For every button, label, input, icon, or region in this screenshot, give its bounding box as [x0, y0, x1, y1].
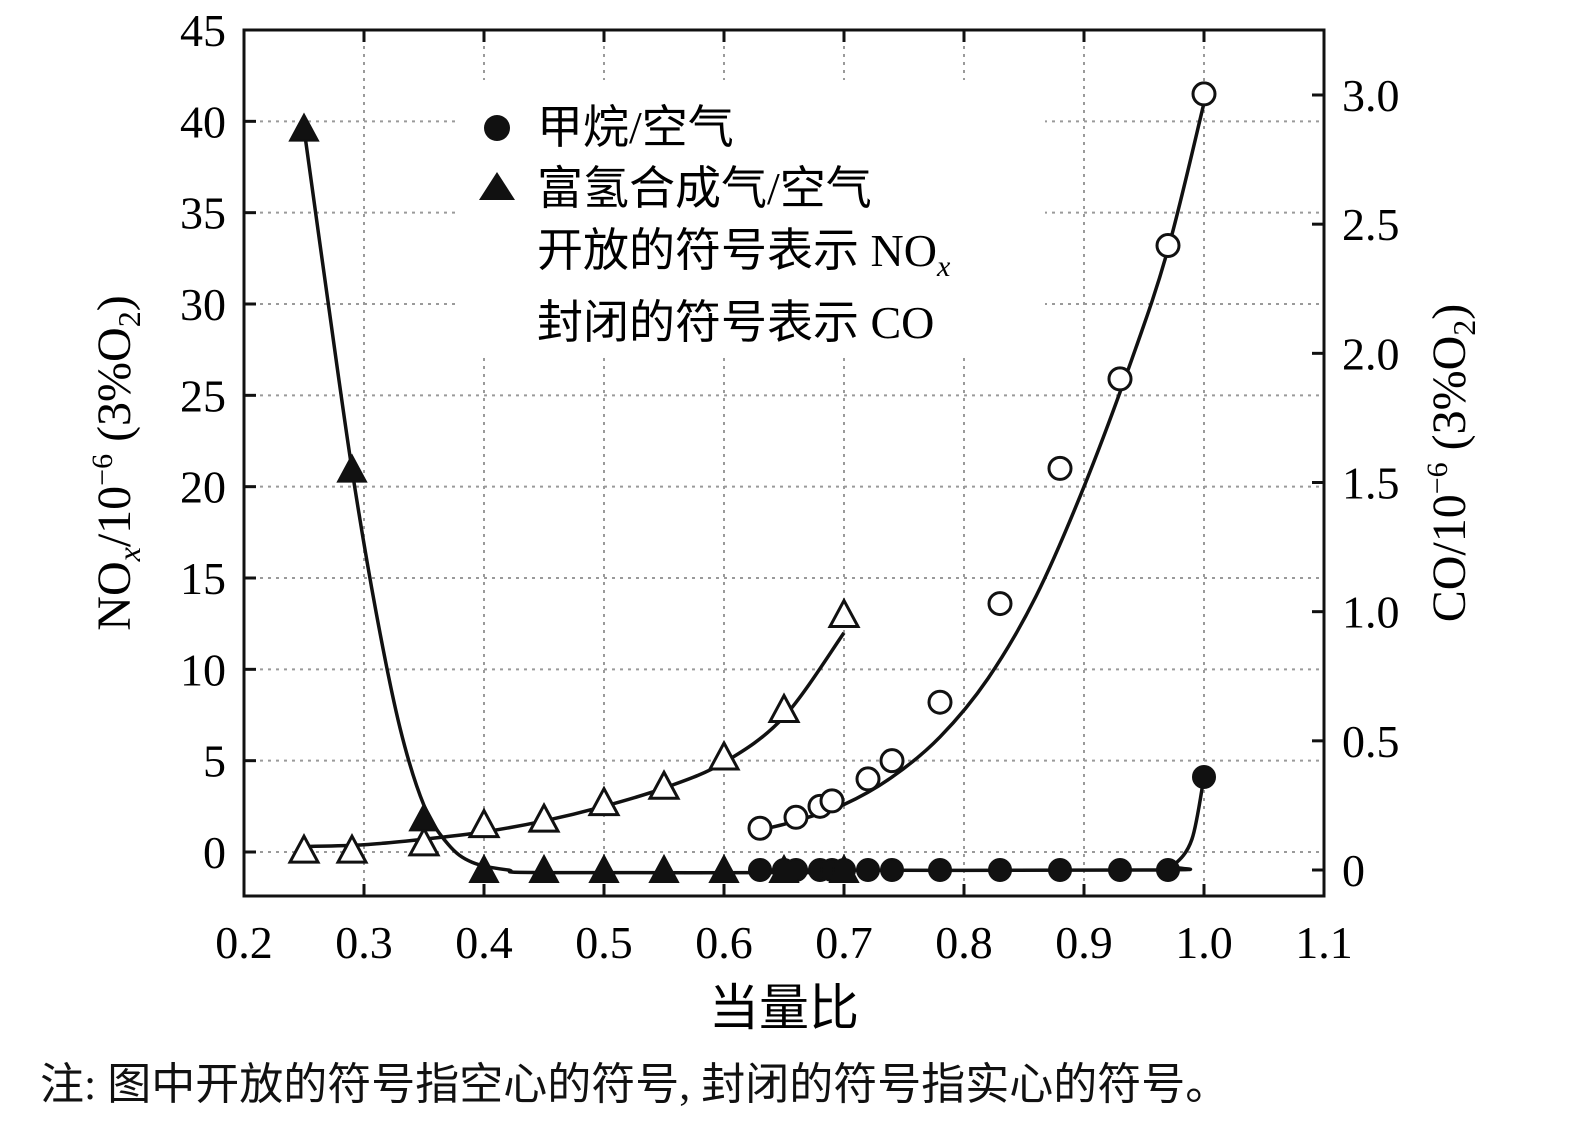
- x-tick-label: 0.9: [1055, 917, 1113, 968]
- point-nox-triangle: [827, 597, 861, 629]
- point-co-circle: [928, 858, 952, 882]
- legend-triangle-icon: [479, 172, 515, 200]
- point-co-circle: [988, 858, 1012, 882]
- figure-note: 注: 图中开放的符号指空心的符号, 封闭的符号指实心的符号。: [40, 1060, 1230, 1109]
- y-left-tick-label: 25: [180, 370, 226, 421]
- axis-ticks: [242, 28, 1326, 896]
- fit-curves: [302, 102, 1206, 875]
- y-right-tick-label: 2.0: [1342, 328, 1400, 379]
- y-left-tick-label: 30: [180, 279, 226, 330]
- point-co-circle: [1192, 765, 1216, 789]
- point-nox-circle: [819, 788, 845, 814]
- point-co-triangle: [708, 853, 740, 883]
- point-co-triangle: [468, 853, 500, 883]
- point-nox-triangle: [587, 785, 621, 817]
- point-co-circle: [1108, 858, 1132, 882]
- y-right-tick-label: 3.0: [1342, 70, 1400, 121]
- point-co-circle: [1156, 858, 1180, 882]
- plot-frame: [242, 28, 1326, 898]
- point-nox-circle: [1155, 233, 1181, 259]
- y-left-tick-label: 10: [180, 644, 226, 695]
- point-nox-triangle: [767, 692, 801, 724]
- y-left-tick-label: 20: [180, 462, 226, 513]
- point-co-triangle: [768, 853, 800, 883]
- legend-label-methane: 甲烷/空气: [537, 102, 734, 153]
- x-tick-label: 0.5: [575, 917, 633, 968]
- point-co-circle: [880, 858, 904, 882]
- point-nox-circle: [927, 689, 953, 715]
- point-co-triangle: [588, 853, 620, 883]
- legend-label-syngas: 富氢合成气/空气: [537, 163, 872, 214]
- x-tick-label: 0.3: [335, 917, 393, 968]
- point-co-circle: [1048, 858, 1072, 882]
- point-nox-circle: [1191, 81, 1217, 107]
- point-co-circle: [748, 858, 772, 882]
- x-tick-label: 0.6: [695, 917, 753, 968]
- y-axis-label-right: CO/10−6 (3%O2): [1421, 304, 1482, 623]
- point-nox-triangle: [647, 769, 681, 800]
- x-tick-label: 1.0: [1175, 917, 1233, 968]
- y-left-tick-label: 35: [180, 188, 226, 239]
- point-nox-circle: [1047, 455, 1073, 481]
- point-co-circle: [856, 858, 880, 882]
- y-right-tick-label: 1.0: [1342, 587, 1400, 638]
- point-nox-circle: [879, 748, 905, 774]
- point-nox-circle: [783, 804, 809, 830]
- y-left-tick-label: 5: [203, 736, 226, 787]
- legend-circle-icon: [484, 115, 510, 141]
- point-nox-circle: [1107, 366, 1133, 392]
- fit-curve-co-triangle: [302, 128, 845, 875]
- x-tick-label: 0.2: [215, 917, 273, 968]
- point-co-triangle: [336, 453, 368, 483]
- tick-labels: 0.2 0.3 0.4 0.5 0.6 0.7 0.8 0.9 1.0 1.1 0 5 10 15 20 25…: [180, 5, 1400, 968]
- fit-curve-nox-circle: [759, 102, 1206, 832]
- x-tick-label: 0.7: [815, 917, 873, 968]
- point-nox-triangle: [287, 833, 321, 864]
- y-axis-label-left: NOx/10−6 (3%O2): [86, 295, 147, 630]
- y-left-tick-label: 40: [180, 96, 226, 147]
- point-nox-circle: [987, 591, 1013, 617]
- legend: 甲烷/空气 富氢合成气/空气 开放的符号表示 NOx 封闭的符号表示 CO: [455, 80, 1045, 355]
- point-nox-triangle: [707, 739, 741, 771]
- y-left-tick-label: 0: [203, 827, 226, 878]
- point-co-triangle: [528, 853, 560, 883]
- chart: 0.2 0.3 0.4 0.5 0.6 0.7 0.8 0.9 1.0 1.1 0 5 10 15 20 25…: [86, 5, 1482, 1036]
- y-left-tick-label: 15: [180, 553, 226, 604]
- point-nox-circle: [855, 766, 881, 792]
- x-tick-label: 0.8: [935, 917, 993, 968]
- point-nox-circle: [747, 815, 773, 841]
- y-left-tick-label: 45: [180, 5, 226, 56]
- x-tick-label: 0.4: [455, 917, 513, 968]
- legend-note-open: 开放的符号表示 NOx: [537, 225, 951, 283]
- legend-note-closed: 封闭的符号表示 CO: [537, 297, 934, 348]
- y-right-tick-label: 2.5: [1342, 199, 1400, 250]
- point-co-triangle: [408, 802, 440, 832]
- x-tick-label: 1.1: [1295, 917, 1353, 968]
- point-nox-triangle: [467, 807, 501, 839]
- fit-curve-co-circle: [759, 776, 1206, 873]
- y-right-tick-label: 1.5: [1342, 458, 1400, 509]
- y-right-tick-label: 0.5: [1342, 716, 1400, 767]
- point-co-triangle: [288, 112, 320, 142]
- y-right-tick-label: 0: [1342, 845, 1365, 896]
- point-co-triangle: [648, 853, 680, 883]
- x-axis-label: 当量比: [709, 980, 859, 1036]
- legend-background: [455, 80, 1045, 355]
- data-markers: [287, 81, 1217, 883]
- point-nox-triangle: [335, 833, 369, 864]
- point-co-triangle: [828, 853, 860, 883]
- point-nox-triangle: [527, 801, 561, 833]
- point-nox-triangle: [407, 825, 441, 857]
